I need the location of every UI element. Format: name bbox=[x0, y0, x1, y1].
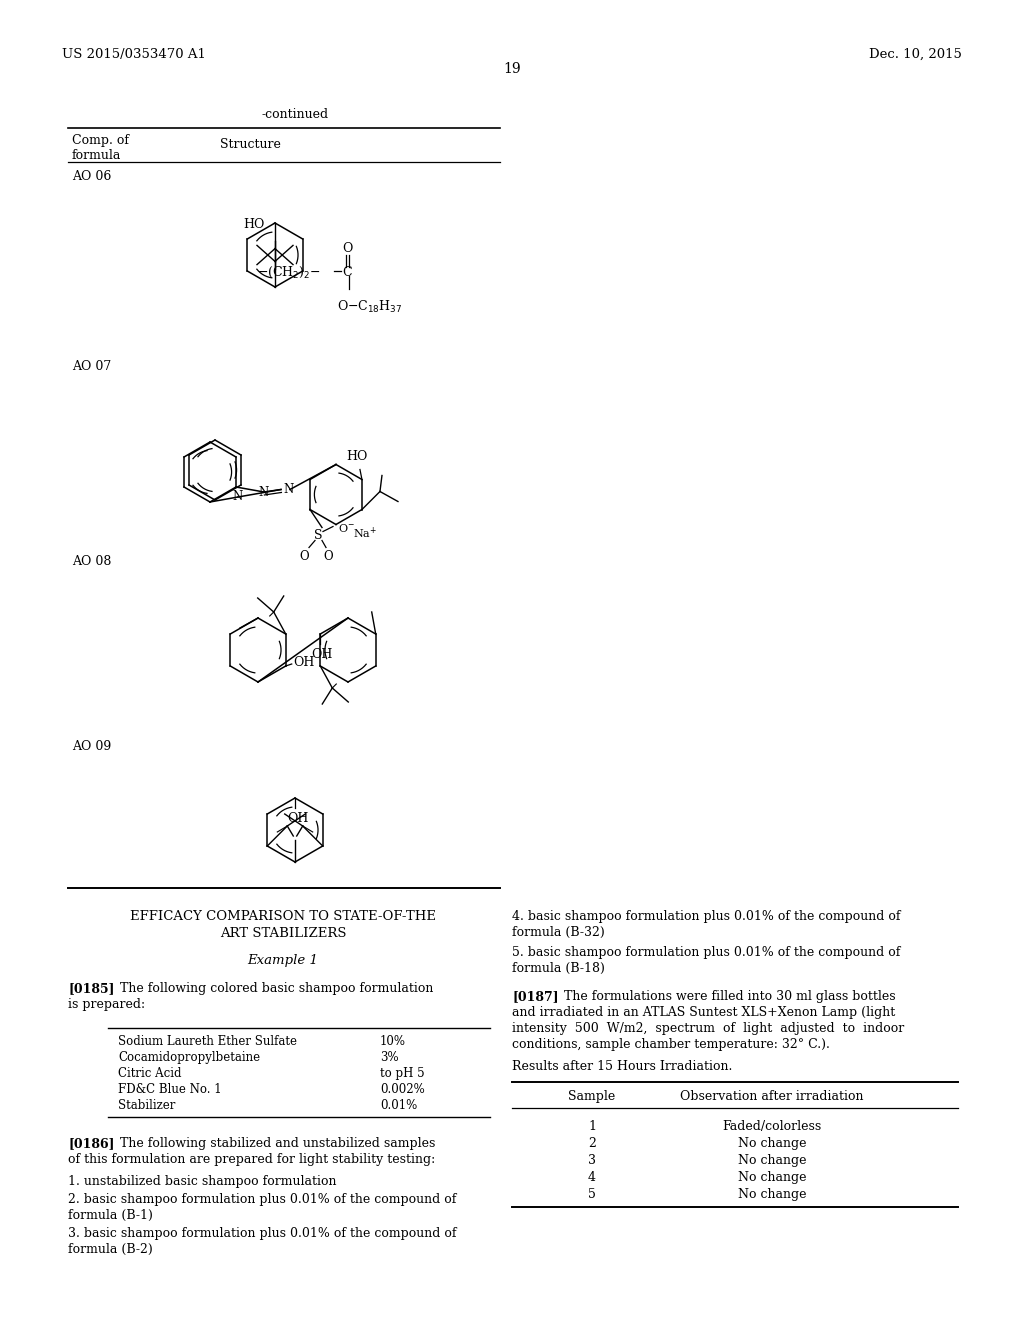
Text: No change: No change bbox=[737, 1171, 806, 1184]
Text: O$-$C$_{18}$H$_{37}$: O$-$C$_{18}$H$_{37}$ bbox=[337, 300, 402, 315]
Text: 0.01%: 0.01% bbox=[380, 1100, 417, 1111]
Text: formula (B-18): formula (B-18) bbox=[512, 962, 605, 975]
Text: Dec. 10, 2015: Dec. 10, 2015 bbox=[869, 48, 962, 61]
Text: formula (B-32): formula (B-32) bbox=[512, 927, 605, 939]
Text: of this formulation are prepared for light stability testing:: of this formulation are prepared for lig… bbox=[68, 1152, 435, 1166]
Text: Cocamidopropylbetaine: Cocamidopropylbetaine bbox=[118, 1051, 260, 1064]
Text: No change: No change bbox=[737, 1188, 806, 1201]
Text: N: N bbox=[259, 486, 269, 499]
Text: formula (B-1): formula (B-1) bbox=[68, 1209, 153, 1222]
Text: Faded/colorless: Faded/colorless bbox=[722, 1119, 821, 1133]
Text: O: O bbox=[299, 549, 309, 562]
Text: Citric Acid: Citric Acid bbox=[118, 1067, 181, 1080]
Text: to pH 5: to pH 5 bbox=[380, 1067, 425, 1080]
Text: $-$(CH$_2$)$_2$$-$: $-$(CH$_2$)$_2$$-$ bbox=[257, 264, 322, 280]
Text: S: S bbox=[313, 529, 323, 543]
Text: AO 09: AO 09 bbox=[72, 741, 112, 752]
Text: conditions, sample chamber temperature: 32° C.).: conditions, sample chamber temperature: … bbox=[512, 1038, 829, 1051]
Text: [0185]: [0185] bbox=[68, 982, 115, 995]
Text: 1: 1 bbox=[588, 1119, 596, 1133]
Text: 4. basic shampoo formulation plus 0.01% of the compound of: 4. basic shampoo formulation plus 0.01% … bbox=[512, 909, 900, 923]
Text: FD&C Blue No. 1: FD&C Blue No. 1 bbox=[118, 1082, 221, 1096]
Text: intensity  500  W/m2,  spectrum  of  light  adjusted  to  indoor: intensity 500 W/m2, spectrum of light ad… bbox=[512, 1022, 904, 1035]
Text: Observation after irradiation: Observation after irradiation bbox=[680, 1090, 864, 1104]
Text: 2: 2 bbox=[588, 1137, 596, 1150]
Text: HO: HO bbox=[346, 450, 368, 463]
Text: 1. unstabilized basic shampoo formulation: 1. unstabilized basic shampoo formulatio… bbox=[68, 1175, 337, 1188]
Text: Na$^{+}$: Na$^{+}$ bbox=[353, 525, 377, 541]
Text: AO 06: AO 06 bbox=[72, 170, 112, 183]
Text: O$^{-}$: O$^{-}$ bbox=[338, 521, 355, 533]
Text: HO: HO bbox=[244, 219, 265, 231]
Text: US 2015/0353470 A1: US 2015/0353470 A1 bbox=[62, 48, 206, 61]
Text: Sodium Laureth Ether Sulfate: Sodium Laureth Ether Sulfate bbox=[118, 1035, 297, 1048]
Text: OH: OH bbox=[294, 656, 315, 668]
Text: Results after 15 Hours Irradiation.: Results after 15 Hours Irradiation. bbox=[512, 1060, 732, 1073]
Text: [0186]: [0186] bbox=[68, 1137, 115, 1150]
Text: 4: 4 bbox=[588, 1171, 596, 1184]
Text: 3%: 3% bbox=[380, 1051, 398, 1064]
Text: N: N bbox=[232, 491, 243, 503]
Text: and irradiated in an ATLAS Suntest XLS+Xenon Lamp (light: and irradiated in an ATLAS Suntest XLS+X… bbox=[512, 1006, 895, 1019]
Text: -continued: -continued bbox=[261, 108, 329, 121]
Text: formula (B-2): formula (B-2) bbox=[68, 1243, 153, 1257]
Text: No change: No change bbox=[737, 1154, 806, 1167]
Text: O: O bbox=[342, 243, 352, 256]
Text: OH: OH bbox=[288, 812, 308, 825]
Text: O: O bbox=[324, 549, 333, 562]
Text: Comp. of
formula: Comp. of formula bbox=[72, 135, 129, 162]
Text: Example 1: Example 1 bbox=[248, 954, 318, 968]
Text: N: N bbox=[283, 483, 293, 496]
Text: 5: 5 bbox=[588, 1188, 596, 1201]
Text: is prepared:: is prepared: bbox=[68, 998, 145, 1011]
Text: Structure: Structure bbox=[220, 139, 281, 150]
Text: 10%: 10% bbox=[380, 1035, 406, 1048]
Text: The following stabilized and unstabilized samples: The following stabilized and unstabilize… bbox=[120, 1137, 435, 1150]
Text: 19: 19 bbox=[503, 62, 521, 77]
Text: 3: 3 bbox=[588, 1154, 596, 1167]
Text: 3. basic shampoo formulation plus 0.01% of the compound of: 3. basic shampoo formulation plus 0.01% … bbox=[68, 1228, 457, 1239]
Text: AO 08: AO 08 bbox=[72, 554, 112, 568]
Text: Stabilizer: Stabilizer bbox=[118, 1100, 175, 1111]
Text: 2. basic shampoo formulation plus 0.01% of the compound of: 2. basic shampoo formulation plus 0.01% … bbox=[68, 1193, 457, 1206]
Text: The following colored basic shampoo formulation: The following colored basic shampoo form… bbox=[120, 982, 433, 995]
Text: C: C bbox=[342, 265, 352, 279]
Text: AO 07: AO 07 bbox=[72, 360, 112, 374]
Text: 0.002%: 0.002% bbox=[380, 1082, 425, 1096]
Text: [0187]: [0187] bbox=[512, 990, 559, 1003]
Text: Sample: Sample bbox=[568, 1090, 615, 1104]
Text: OH: OH bbox=[311, 648, 333, 661]
Text: The formulations were filled into 30 ml glass bottles: The formulations were filled into 30 ml … bbox=[564, 990, 896, 1003]
Text: EFFICACY COMPARISON TO STATE-OF-THE: EFFICACY COMPARISON TO STATE-OF-THE bbox=[130, 909, 436, 923]
Text: No change: No change bbox=[737, 1137, 806, 1150]
Text: ART STABILIZERS: ART STABILIZERS bbox=[220, 927, 346, 940]
Text: 5. basic shampoo formulation plus 0.01% of the compound of: 5. basic shampoo formulation plus 0.01% … bbox=[512, 946, 900, 960]
